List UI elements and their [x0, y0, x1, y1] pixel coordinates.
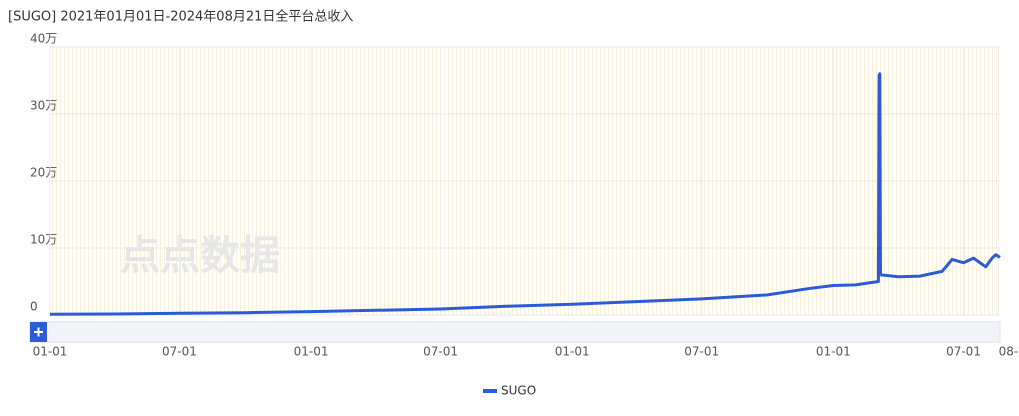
y-tick-label: 0 — [30, 300, 38, 314]
x-tick-label: 07-01 — [423, 345, 458, 359]
legend-label: SUGO — [501, 384, 536, 398]
x-tick-label: 01-01 — [555, 345, 590, 359]
zoom-slider[interactable] — [29, 321, 1001, 343]
y-tick-label: 20万 — [30, 166, 57, 180]
x-tick-label: 01-01 — [816, 345, 851, 359]
plus-icon — [34, 327, 43, 337]
x-tick-label: 07-01 — [684, 345, 719, 359]
chart-title: [SUGO] 2021年01月01日-2024年08月21日全平台总收入 — [8, 9, 353, 25]
x-tick-label: 01-01 — [294, 345, 329, 359]
x-tick-label: 08-19 — [999, 345, 1019, 359]
x-tick-label: 07-01 — [946, 345, 981, 359]
watermark: 点点数据 — [120, 233, 280, 279]
y-tick-label: 40万 — [30, 32, 57, 46]
x-tick-label: 01-01 — [33, 345, 68, 359]
y-tick-label: 10万 — [30, 233, 57, 247]
x-tick-label: 07-01 — [162, 345, 197, 359]
y-tick-label: 30万 — [30, 99, 57, 113]
series-line — [49, 72, 1001, 316]
